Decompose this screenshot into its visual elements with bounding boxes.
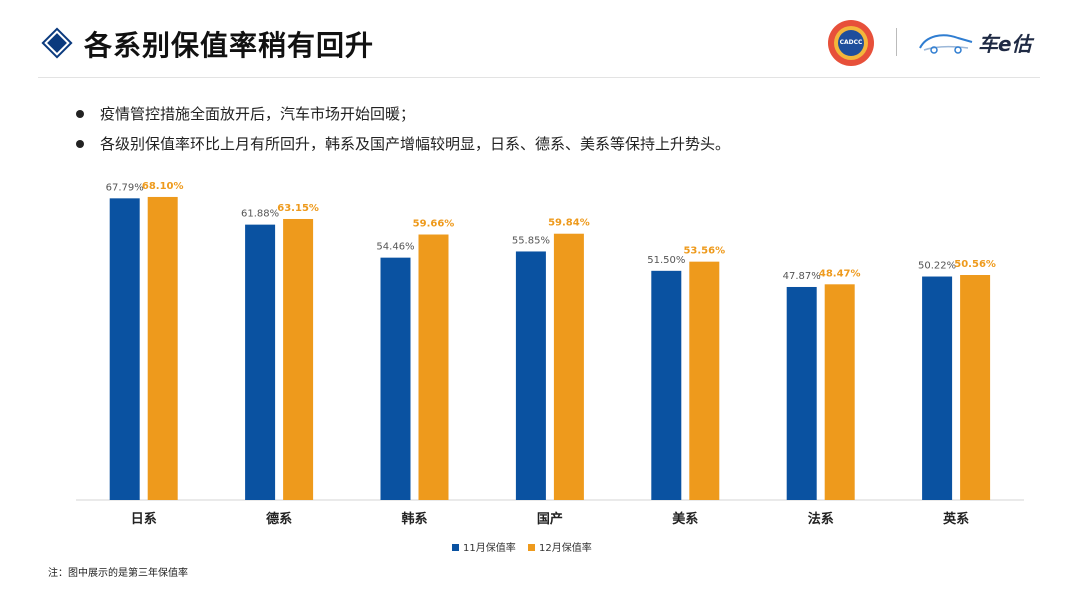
che-e-gu-logo: 车e估 xyxy=(918,26,1038,58)
bullet-dot-icon xyxy=(76,110,84,118)
bar-dec xyxy=(147,196,178,500)
bar-dec xyxy=(283,218,314,501)
car-icon xyxy=(919,34,973,54)
x-tick-label: 法系 xyxy=(808,511,834,527)
bar-nov xyxy=(922,276,953,500)
legend-label-nov: 11月保值率 xyxy=(463,541,516,554)
bar-nov xyxy=(245,224,276,500)
bullet-item: 各级别保值率环比上月有所回升，韩系及国产增幅较明显，日系、德系、美系等保持上升势… xyxy=(74,133,730,163)
header: 各系别保值率稍有回升 CADCC 车e估 xyxy=(0,0,1080,80)
data-label-dec: 63.15% xyxy=(277,203,319,214)
bullet-text: 疫情管控措施全面放开后，汽车市场开始回暖； xyxy=(100,105,416,123)
data-label-dec: 59.84% xyxy=(548,218,590,229)
bullet-item: 疫情管控措施全面放开后，汽车市场开始回暖； xyxy=(74,103,730,133)
brand-name: 车e估 xyxy=(978,32,1032,56)
x-tick-label: 英系 xyxy=(942,511,969,527)
x-tick-label: 美系 xyxy=(672,511,698,527)
data-label-dec: 50.56% xyxy=(954,259,996,270)
data-label-nov: 51.50% xyxy=(647,255,685,266)
bar-nov xyxy=(380,257,411,500)
data-label-nov: 47.87% xyxy=(783,271,821,282)
data-label-nov: 54.46% xyxy=(376,242,414,253)
footnote: 注：图中展示的是第三年保值率 xyxy=(48,568,188,579)
bar-dec xyxy=(553,233,584,500)
bar-nov xyxy=(651,270,682,500)
bar-nov xyxy=(515,251,546,500)
x-tick-label: 德系 xyxy=(266,511,292,527)
bar-dec xyxy=(824,284,855,500)
data-label-dec: 48.47% xyxy=(819,268,861,279)
cadcc-logo: CADCC xyxy=(828,20,874,66)
bar-nov xyxy=(109,198,140,500)
x-tick-label: 韩系 xyxy=(401,511,427,527)
cadcc-logo-text: CADCC xyxy=(838,30,864,56)
legend-swatch-nov xyxy=(452,544,459,551)
x-tick-label: 日系 xyxy=(131,511,157,527)
x-tick-label: 国产 xyxy=(537,511,563,527)
data-label-nov: 67.79% xyxy=(106,182,144,193)
bullet-text: 各级别保值率环比上月有所回升，韩系及国产增幅较明显，日系、德系、美系等保持上升势… xyxy=(100,135,731,153)
legend-label-dec: 12月保值率 xyxy=(539,541,592,554)
logo-divider xyxy=(896,28,897,56)
bar-dec xyxy=(960,275,991,500)
bar-dec xyxy=(418,234,449,500)
bullet-list: 疫情管控措施全面放开后，汽车市场开始回暖； 各级别保值率环比上月有所回升，韩系及… xyxy=(74,103,730,163)
bullet-dot-icon xyxy=(76,140,84,148)
data-label-nov: 61.88% xyxy=(241,209,279,220)
legend-swatch-dec xyxy=(528,544,535,551)
bar-nov xyxy=(786,286,817,500)
data-label-dec: 68.10% xyxy=(142,181,184,192)
data-label-dec: 59.66% xyxy=(413,219,455,230)
header-divider xyxy=(38,77,1040,78)
data-label-nov: 55.85% xyxy=(512,235,550,246)
bar-dec xyxy=(689,261,720,500)
data-label-dec: 53.56% xyxy=(683,246,725,257)
page-title: 各系别保值率稍有回升 xyxy=(84,29,375,62)
data-label-nov: 50.22% xyxy=(918,261,956,272)
